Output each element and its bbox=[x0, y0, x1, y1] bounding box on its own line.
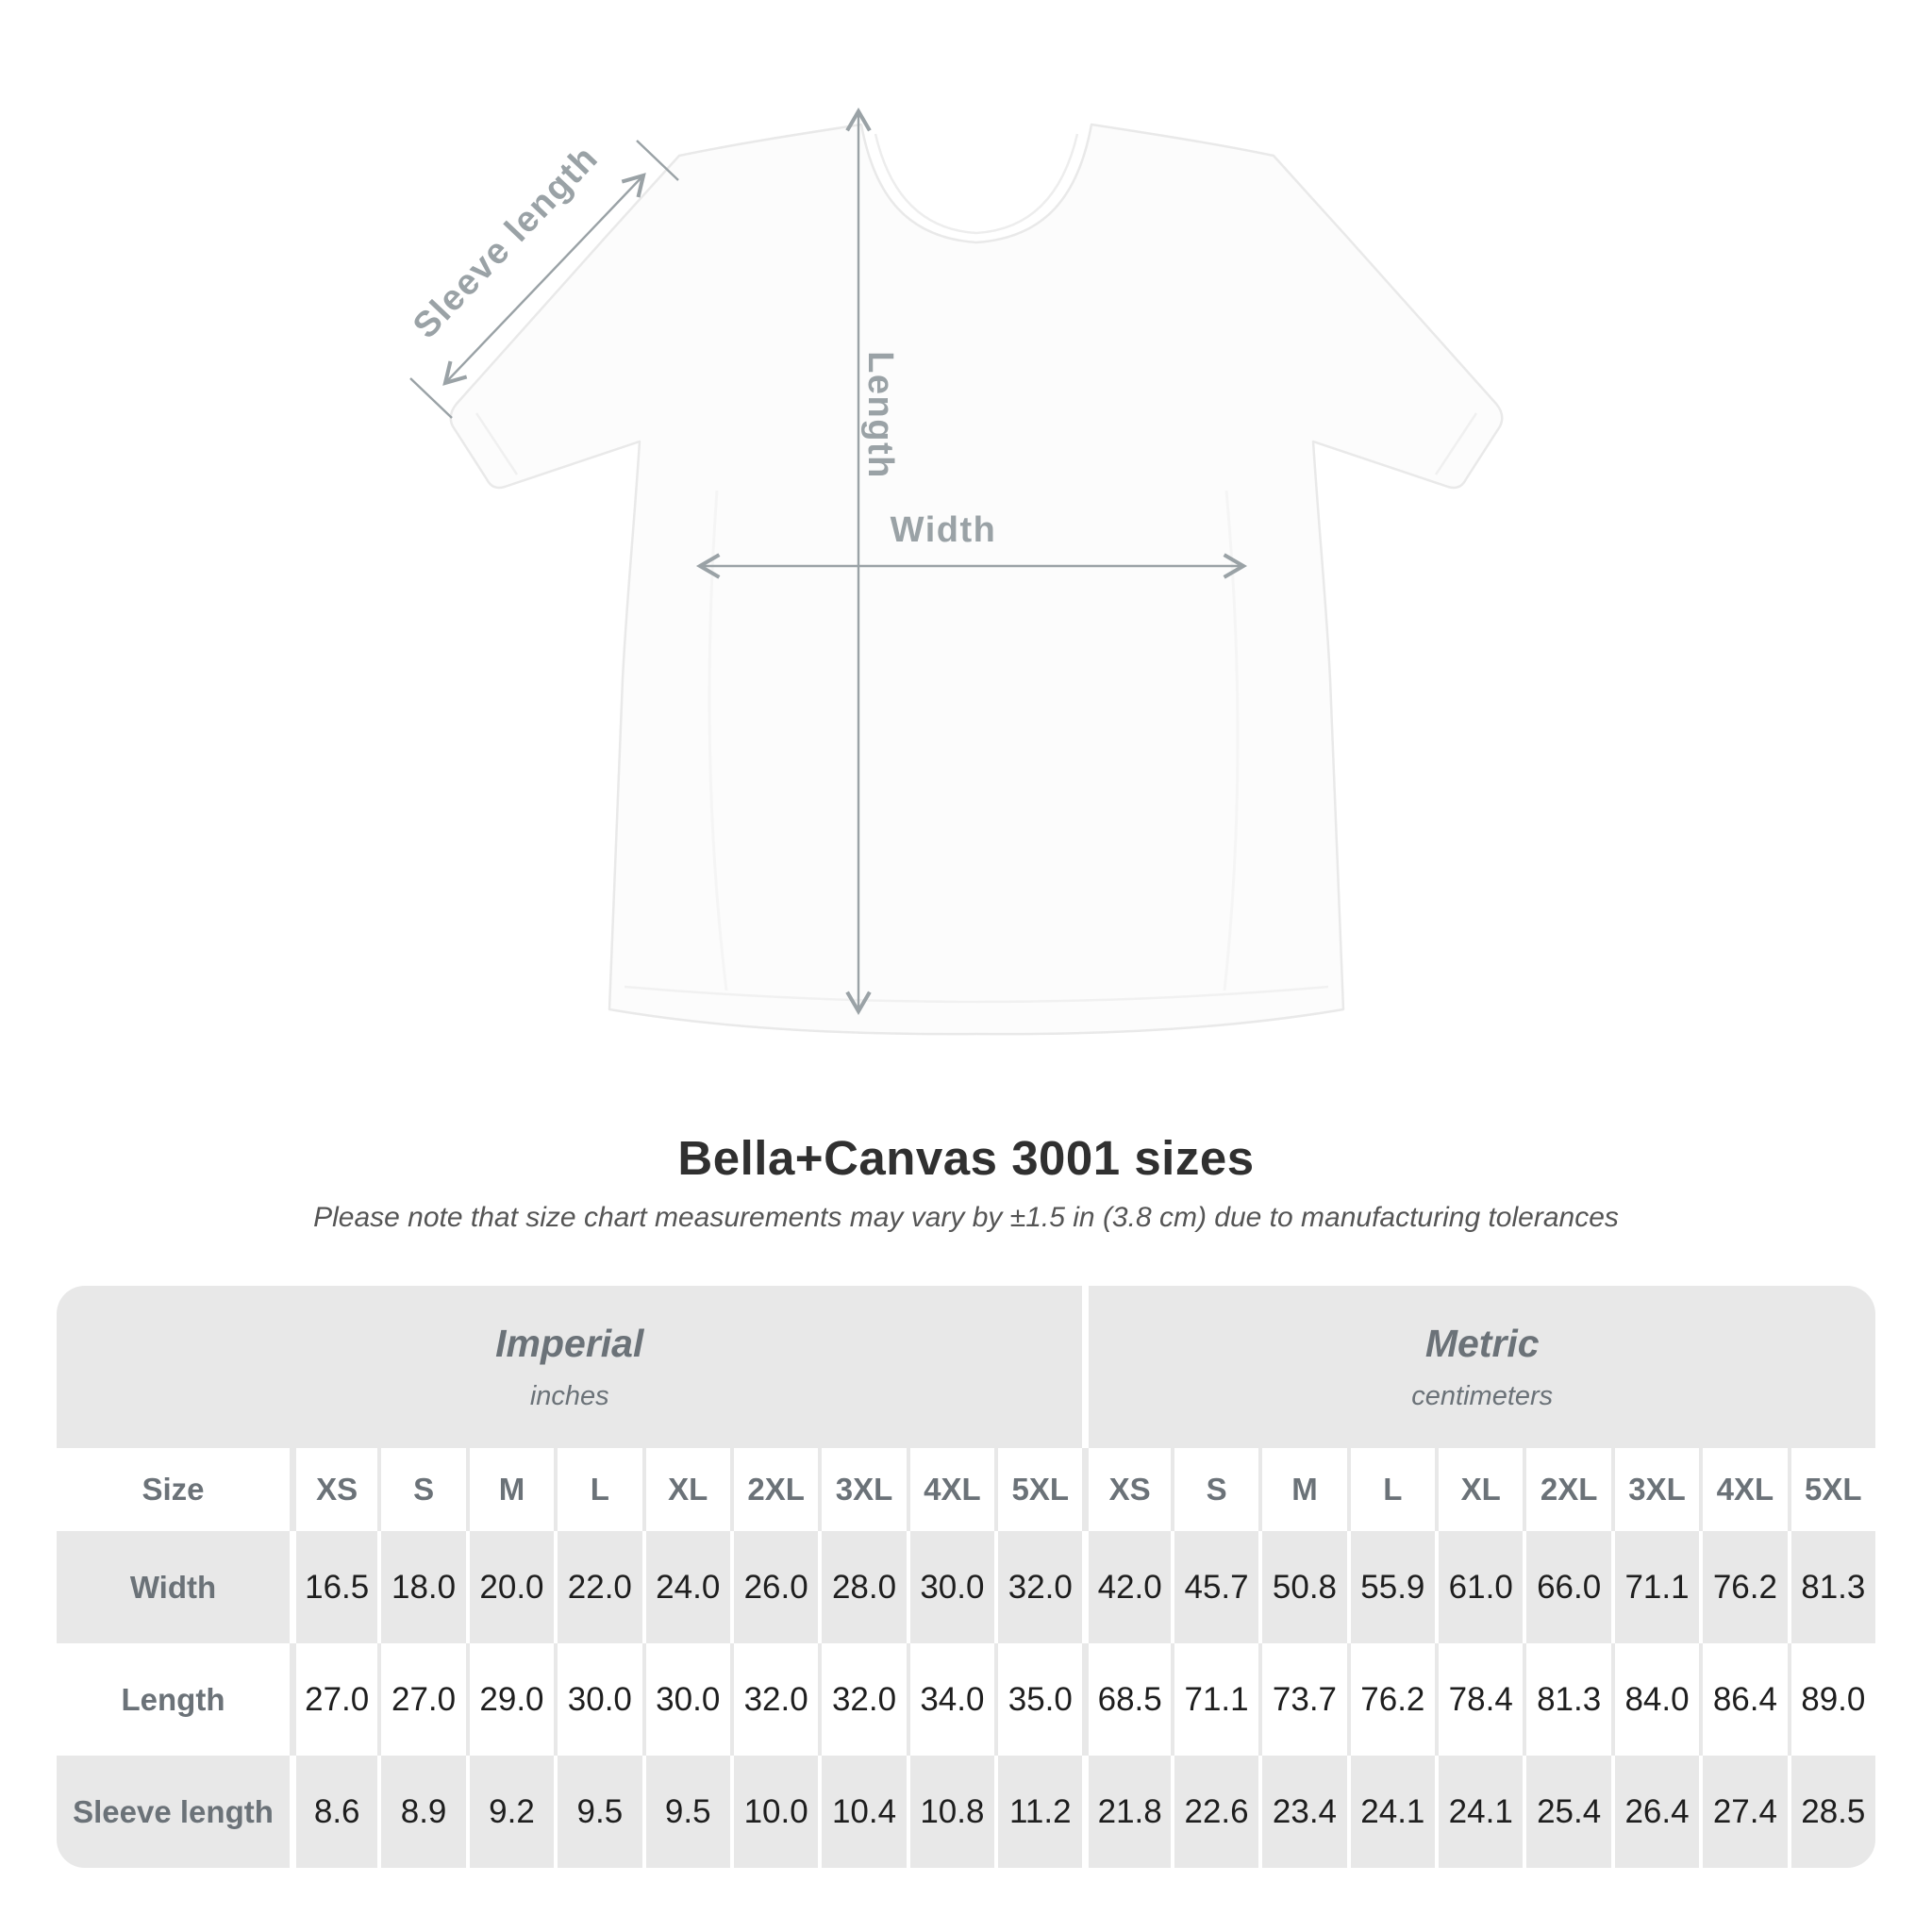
width-imperial-5xl: 32.0 bbox=[994, 1531, 1083, 1643]
length-metric-xl: 78.4 bbox=[1435, 1643, 1524, 1756]
width-metric-5xl: 81.3 bbox=[1787, 1531, 1875, 1643]
sleeve-imperial-m: 9.2 bbox=[465, 1756, 555, 1868]
width-metric-4xl: 76.2 bbox=[1699, 1531, 1788, 1643]
right-cuff-seam bbox=[1434, 412, 1478, 475]
metric-section-unit: centimeters bbox=[1411, 1381, 1554, 1411]
size-header-imperial-xl: XL bbox=[641, 1448, 730, 1531]
length-imperial-3xl: 32.0 bbox=[818, 1643, 907, 1756]
sleeve-imperial-5xl: 11.2 bbox=[994, 1756, 1083, 1868]
sleeve-imperial-3xl: 10.4 bbox=[818, 1756, 907, 1868]
length-metric-2xl: 81.3 bbox=[1523, 1643, 1611, 1756]
width-imperial-xs: 16.5 bbox=[290, 1531, 378, 1643]
sleeve-imperial-xl: 9.5 bbox=[641, 1756, 730, 1868]
sleeve-metric-s: 22.6 bbox=[1170, 1756, 1259, 1868]
size-header-metric-xs: XS bbox=[1082, 1448, 1171, 1531]
length-imperial-s: 27.0 bbox=[377, 1643, 466, 1756]
size-header-imperial-3xl: 3XL bbox=[818, 1448, 907, 1531]
size-header-imperial-l: L bbox=[554, 1448, 642, 1531]
width-metric-s: 45.7 bbox=[1170, 1531, 1259, 1643]
metric-section-title: Metric bbox=[1424, 1322, 1540, 1365]
imperial-section-header: Imperial inches bbox=[57, 1286, 1083, 1448]
length-metric-m: 73.7 bbox=[1258, 1643, 1347, 1756]
row-label-length: Length bbox=[57, 1643, 290, 1756]
width-metric-l: 55.9 bbox=[1346, 1531, 1436, 1643]
sleeve-metric-3xl: 26.4 bbox=[1610, 1756, 1700, 1868]
width-imperial-3xl: 28.0 bbox=[818, 1531, 907, 1643]
measurement-annotations bbox=[409, 107, 1248, 1016]
sleeve-metric-4xl: 27.4 bbox=[1699, 1756, 1788, 1868]
length-metric-5xl: 89.0 bbox=[1787, 1643, 1875, 1756]
sleeve-metric-l: 24.1 bbox=[1346, 1756, 1436, 1868]
hem-seam bbox=[624, 985, 1329, 1004]
length-metric-4xl: 86.4 bbox=[1699, 1643, 1788, 1756]
width-metric-2xl: 66.0 bbox=[1523, 1531, 1611, 1643]
size-header-metric-xl: XL bbox=[1435, 1448, 1524, 1531]
size-header-metric-3xl: 3XL bbox=[1610, 1448, 1700, 1531]
size-header-imperial-5xl: 5XL bbox=[994, 1448, 1083, 1531]
metric-section-header: Metric centimeters bbox=[1082, 1286, 1875, 1448]
width-metric-xs: 42.0 bbox=[1082, 1531, 1171, 1643]
sleeve-metric-m: 23.4 bbox=[1258, 1756, 1347, 1868]
sleeve-imperial-l: 9.5 bbox=[554, 1756, 642, 1868]
length-imperial-xs: 27.0 bbox=[290, 1643, 378, 1756]
tolerance-note: Please note that size chart measurements… bbox=[313, 1202, 1619, 1233]
length-imperial-m: 29.0 bbox=[465, 1643, 555, 1756]
row-label-width: Width bbox=[57, 1531, 290, 1643]
width-imperial-m: 20.0 bbox=[465, 1531, 555, 1643]
width-imperial-l: 22.0 bbox=[554, 1531, 642, 1643]
size-header-metric-2xl: 2XL bbox=[1523, 1448, 1611, 1531]
width-imperial-xl: 24.0 bbox=[641, 1531, 730, 1643]
size-header-imperial-xs: XS bbox=[290, 1448, 378, 1531]
width-metric-3xl: 71.1 bbox=[1610, 1531, 1700, 1643]
size-header-imperial-4xl: 4XL bbox=[906, 1448, 995, 1531]
size-header-metric-l: L bbox=[1346, 1448, 1436, 1531]
size-header-metric-5xl: 5XL bbox=[1787, 1448, 1875, 1531]
size-column-header: Size bbox=[57, 1448, 290, 1531]
size-header-imperial-s: S bbox=[377, 1448, 466, 1531]
size-header-metric-4xl: 4XL bbox=[1699, 1448, 1788, 1531]
sleeve-imperial-4xl: 10.8 bbox=[906, 1756, 995, 1868]
sleeve-imperial-s: 8.9 bbox=[377, 1756, 466, 1868]
size-table: Imperial inches Metric centimeters Size … bbox=[57, 1286, 1875, 1868]
length-metric-3xl: 84.0 bbox=[1610, 1643, 1700, 1756]
width-metric-m: 50.8 bbox=[1258, 1531, 1347, 1643]
length-metric-l: 76.2 bbox=[1346, 1643, 1436, 1756]
sleeve-arrow-cap-top bbox=[636, 140, 679, 181]
tshirt-measurement-diagram: Sleeve length Length Width bbox=[406, 107, 1504, 1036]
imperial-section-title: Imperial bbox=[495, 1322, 644, 1365]
length-imperial-l: 30.0 bbox=[554, 1643, 642, 1756]
length-imperial-2xl: 32.0 bbox=[729, 1643, 819, 1756]
width-imperial-4xl: 30.0 bbox=[906, 1531, 995, 1643]
length-imperial-xl: 30.0 bbox=[641, 1643, 730, 1756]
size-header-imperial-m: M bbox=[465, 1448, 555, 1531]
length-label: Length bbox=[860, 351, 900, 479]
width-imperial-s: 18.0 bbox=[377, 1531, 466, 1643]
size-header-metric-m: M bbox=[1258, 1448, 1347, 1531]
sleeve-length-arrow bbox=[442, 173, 646, 386]
width-label: Width bbox=[891, 510, 997, 550]
page-title: Bella+Canvas 3001 sizes bbox=[677, 1131, 1255, 1185]
width-metric-xl: 61.0 bbox=[1435, 1531, 1524, 1643]
left-cuff-seam bbox=[475, 412, 519, 475]
sleeve-metric-5xl: 28.5 bbox=[1787, 1756, 1875, 1868]
length-imperial-5xl: 35.0 bbox=[994, 1643, 1083, 1756]
size-header-imperial-2xl: 2XL bbox=[729, 1448, 819, 1531]
width-imperial-2xl: 26.0 bbox=[729, 1531, 819, 1643]
tshirt-illustration bbox=[449, 123, 1504, 1036]
collar-seam bbox=[874, 133, 1079, 235]
length-imperial-4xl: 34.0 bbox=[906, 1643, 995, 1756]
sleeve-arrow-cap-bottom bbox=[409, 377, 453, 419]
sleeve-metric-xl: 24.1 bbox=[1435, 1756, 1524, 1868]
row-label-sleeve-length: Sleeve length bbox=[57, 1756, 290, 1868]
tshirt-outline bbox=[449, 123, 1504, 1036]
size-header-metric-s: S bbox=[1170, 1448, 1259, 1531]
sleeve-metric-2xl: 25.4 bbox=[1523, 1756, 1611, 1868]
length-metric-xs: 68.5 bbox=[1082, 1643, 1171, 1756]
sleeve-metric-xs: 21.8 bbox=[1082, 1756, 1171, 1868]
length-metric-s: 71.1 bbox=[1170, 1643, 1259, 1756]
sleeve-imperial-xs: 8.6 bbox=[290, 1756, 378, 1868]
sleeve-imperial-2xl: 10.0 bbox=[729, 1756, 819, 1868]
imperial-section-unit: inches bbox=[529, 1381, 609, 1411]
